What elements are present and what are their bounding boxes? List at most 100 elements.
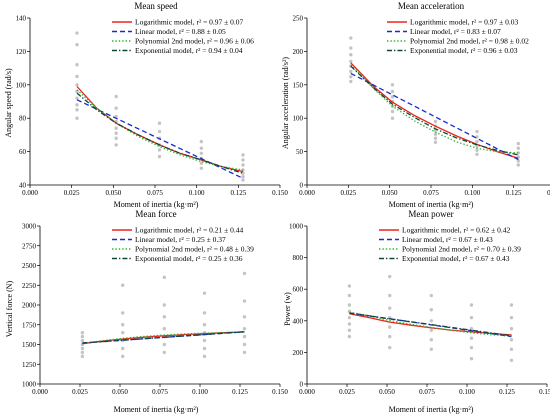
data-point (242, 342, 247, 347)
data-point (157, 148, 162, 152)
data-point (199, 146, 204, 150)
series-line (349, 312, 512, 337)
panel-title: Mean force (135, 209, 176, 219)
data-point (347, 293, 352, 298)
legend-label: Logarithmic model, r² = 0.97 ± 0.07 (135, 18, 244, 27)
y-tick-label: 2500 (22, 262, 37, 270)
data-point (121, 346, 125, 351)
data-point (429, 308, 434, 312)
data-point (241, 174, 245, 179)
data-point (509, 347, 514, 351)
x-tick-label: 0.075 (147, 189, 163, 197)
x-tick-label: 0.000 (299, 189, 315, 197)
x-tick-label: 0.075 (152, 388, 168, 396)
y-tick-label: 200 (293, 349, 304, 357)
y-tick-label: 1500 (22, 341, 37, 349)
x-tick-label: 0.025 (340, 189, 356, 197)
data-point (242, 271, 247, 276)
y-tick-label: 3000 (22, 223, 37, 231)
y-tick-label: 200 (293, 48, 304, 56)
x-tick-label: 0.100 (464, 189, 480, 197)
x-tick-label: 0.075 (419, 388, 435, 396)
y-axis-label: Angular speed (rad/s) (4, 68, 13, 138)
y-tick-label: 250 (293, 15, 304, 23)
x-tick-label: 0.050 (105, 189, 121, 197)
data-point (469, 303, 474, 307)
x-tick-label: 0.125 (230, 189, 246, 197)
data-point (469, 345, 474, 350)
legend-label: Polynomial 2nd model, r² = 0.48 ± 0.39 (135, 245, 254, 254)
data-point (202, 338, 207, 343)
series-line (82, 331, 245, 344)
y-axis-label: Angular acceleration (rad/s²) (281, 57, 290, 149)
legend-label: Polynomial 2nd model, r² = 0.96 ± 0.06 (135, 37, 254, 46)
data-point (241, 163, 245, 167)
legend-label: Polynomial 2nd model, r² = 0.70 ± 0.39 (402, 245, 521, 254)
y-tick-label: 150 (293, 81, 304, 89)
y-tick-label: 0 (300, 182, 304, 190)
data-point (114, 106, 118, 110)
data-point (162, 303, 167, 307)
panel-speed: Mean speed Moment of inertia (kg·m²) Ang… (4, 1, 288, 209)
panel-title: Mean power (408, 209, 453, 219)
data-point (114, 131, 118, 135)
y-tick-label: 1750 (22, 321, 37, 329)
data-point (388, 293, 392, 298)
x-axis-label: Moment of inertia (kg·m²) (389, 405, 474, 414)
series-line (76, 92, 244, 174)
legend-label: Linear model, r² = 0.67 ± 0.43 (402, 235, 493, 244)
data-point (475, 148, 479, 152)
data-point (390, 83, 395, 87)
data-point (242, 299, 247, 303)
y-tick-label: 2750 (22, 242, 37, 250)
legend-label: Linear model, r² = 0.83 ± 0.07 (410, 27, 501, 36)
data-point (433, 136, 438, 140)
data-point (349, 59, 353, 64)
data-point (509, 303, 514, 307)
data-point (199, 139, 204, 144)
x-tick-label: 0.000 (32, 388, 48, 396)
data-point (433, 119, 438, 124)
data-point (242, 327, 247, 331)
data-point (202, 323, 207, 327)
x-tick-label: 0.000 (22, 189, 38, 197)
data-point (242, 315, 247, 319)
data-point (157, 129, 162, 134)
data-point (475, 144, 479, 148)
series-line (76, 99, 244, 179)
data-point (388, 274, 392, 279)
panel-title: Mean acceleration (398, 1, 465, 11)
y-tick-label: 400 (293, 317, 304, 325)
x-tick-label: 0.025 (339, 388, 355, 396)
data-point (75, 108, 79, 112)
data-point (114, 136, 118, 140)
data-point (75, 31, 79, 35)
data-point (349, 75, 353, 79)
data-point (80, 350, 85, 355)
data-point (121, 330, 125, 335)
y-axis-label: Power (w) (283, 292, 292, 326)
data-point (241, 158, 245, 162)
data-point (157, 121, 162, 125)
data-point (347, 334, 352, 339)
data-point (390, 116, 395, 120)
data-point (80, 346, 85, 351)
data-point (429, 319, 434, 323)
data-point (242, 350, 247, 355)
data-point (390, 109, 395, 114)
data-point (516, 141, 520, 146)
data-point (390, 89, 395, 94)
y-tick-label: 800 (293, 254, 304, 262)
legend-label: Exponential model, r² = 0.67 ± 0.43 (402, 254, 510, 263)
y-tick-label: 50 (296, 148, 304, 156)
data-point (242, 334, 247, 339)
data-point (121, 323, 125, 327)
data-point (75, 43, 79, 47)
data-point (241, 153, 245, 157)
data-point (509, 358, 514, 362)
legend-label: Linear model, r² = 0.88 ± 0.05 (135, 27, 226, 36)
series-line (82, 331, 245, 344)
legend-label: Logarithmic model, r² = 0.97 ± 0.03 (410, 18, 519, 27)
data-point (121, 311, 125, 315)
x-tick-label: 0.000 (299, 388, 315, 396)
